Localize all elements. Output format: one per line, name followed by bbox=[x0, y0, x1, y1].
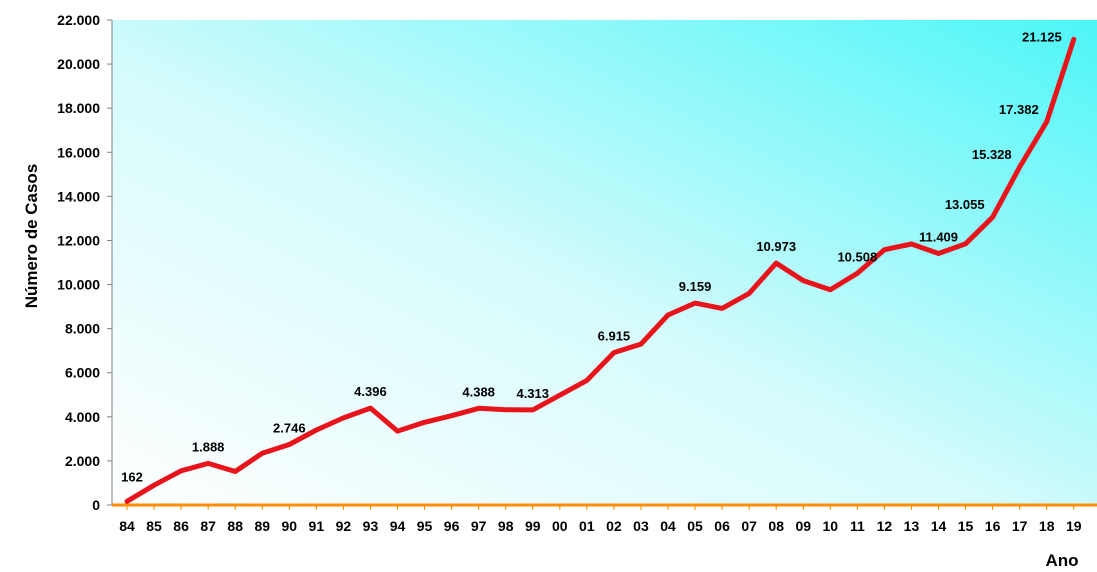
data-label: 13.055 bbox=[945, 197, 985, 212]
x-tick-label: 03 bbox=[633, 518, 649, 534]
x-tick-label: 11 bbox=[850, 518, 865, 534]
x-tick-label: 12 bbox=[877, 518, 893, 534]
data-label: 1.888 bbox=[192, 439, 225, 454]
x-tick-label: 06 bbox=[714, 518, 730, 534]
y-tick-label: 2.000 bbox=[65, 453, 100, 469]
y-tick-label: 18.000 bbox=[57, 100, 100, 116]
x-tick-label: 85 bbox=[146, 518, 162, 534]
x-tick-label: 08 bbox=[768, 518, 784, 534]
x-tick-label: 09 bbox=[795, 518, 811, 534]
data-label: 2.746 bbox=[273, 420, 306, 435]
y-tick-label: 8.000 bbox=[65, 321, 100, 337]
x-tick-label: 97 bbox=[471, 518, 487, 534]
y-axis-label: Número de Casos bbox=[22, 164, 41, 309]
data-label: 4.396 bbox=[354, 384, 387, 399]
data-labels: 162 1.888 2.746 4.396 4.388 4.313 6.915 9.159 10… bbox=[121, 29, 1062, 484]
x-tick-label: 99 bbox=[525, 518, 541, 534]
y-tick-label: 4.000 bbox=[65, 409, 100, 425]
x-tick-label: 15 bbox=[958, 518, 974, 534]
x-tick-label: 93 bbox=[363, 518, 379, 534]
x-tick-label: 05 bbox=[687, 518, 703, 534]
data-label: 4.388 bbox=[462, 384, 495, 399]
y-tick-label: 6.000 bbox=[65, 365, 100, 381]
x-tick-label: 04 bbox=[660, 518, 676, 534]
x-tick-label: 01 bbox=[579, 518, 595, 534]
data-label: 10.973 bbox=[756, 239, 796, 254]
x-tick-label: 94 bbox=[390, 518, 406, 534]
y-tick-label: 16.000 bbox=[57, 144, 100, 160]
x-tick-label: 16 bbox=[985, 518, 1001, 534]
x-tick-label: 89 bbox=[254, 518, 270, 534]
plot-background bbox=[112, 20, 1097, 505]
x-tick-label: 87 bbox=[200, 518, 216, 534]
x-tick-label: 90 bbox=[282, 518, 298, 534]
x-tick-label: 92 bbox=[336, 518, 352, 534]
x-tick-label: 91 bbox=[309, 518, 325, 534]
x-tick-label: 96 bbox=[444, 518, 460, 534]
series-line bbox=[124, 36, 1077, 504]
x-tick-label: 98 bbox=[498, 518, 514, 534]
x-tick-label: 14 bbox=[931, 518, 947, 534]
data-label: 21.125 bbox=[1022, 29, 1062, 44]
x-tick-label: 10 bbox=[823, 518, 839, 534]
x-tick-label: 00 bbox=[552, 518, 568, 534]
data-label: 15.328 bbox=[972, 147, 1012, 162]
x-tick-label: 07 bbox=[741, 518, 757, 534]
x-tick-label: 95 bbox=[417, 518, 433, 534]
data-label: 9.159 bbox=[679, 279, 712, 294]
data-label: 162 bbox=[121, 469, 143, 484]
data-label: 17.382 bbox=[999, 102, 1039, 117]
x-tick-label: 19 bbox=[1066, 518, 1082, 534]
x-tick-label: 84 bbox=[119, 518, 135, 534]
x-tick-label: 17 bbox=[1012, 518, 1028, 534]
y-tick-label: 20.000 bbox=[57, 56, 100, 72]
y-tick-label: 10.000 bbox=[57, 277, 100, 293]
data-label: 6.915 bbox=[598, 329, 631, 344]
x-tick-label: 86 bbox=[173, 518, 189, 534]
x-tick-label: 02 bbox=[606, 518, 622, 534]
y-tick-label: 0 bbox=[92, 497, 100, 513]
y-axis-ticks: 0 2.000 4.000 6.000 8.000 10.000 12.000 14.000 1… bbox=[57, 12, 112, 513]
y-tick-label: 12.000 bbox=[57, 232, 100, 248]
y-tick-label: 22.000 bbox=[57, 12, 100, 28]
data-label: 11.409 bbox=[919, 229, 958, 244]
data-label: 10.508 bbox=[837, 249, 877, 264]
x-axis-ticks: 84 85 86 87 88 89 90 91 92 93 94 95 96 97 98 99 00 01 02 03… bbox=[119, 505, 1082, 534]
y-tick-label: 14.000 bbox=[57, 188, 100, 204]
x-tick-label: 88 bbox=[227, 518, 243, 534]
data-label: 4.313 bbox=[516, 386, 549, 401]
x-tick-label: 13 bbox=[904, 518, 920, 534]
x-axis-label: Ano bbox=[1045, 551, 1078, 570]
x-tick-label: 18 bbox=[1039, 518, 1055, 534]
